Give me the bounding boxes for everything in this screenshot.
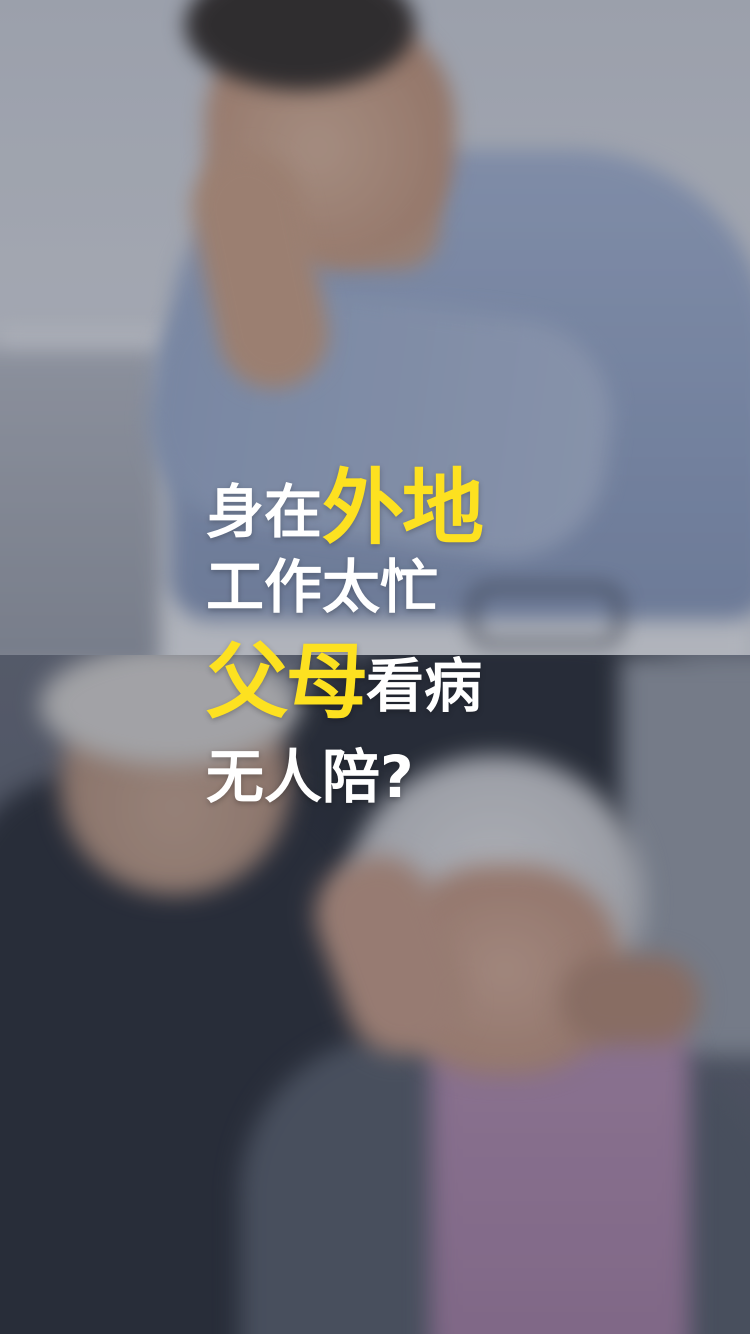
photo-laptop (0, 350, 160, 660)
photo-glasses (470, 585, 622, 647)
headline-line-2: 工作太忙 (206, 553, 439, 621)
headline-line-1-prefix: 身在 (206, 478, 323, 546)
headline-line-3-suffix: 看病 (366, 652, 483, 720)
headline-line-1: 身在外地 (206, 468, 646, 564)
headline: 身在外地 工作太忙 父母看病 无人陪? (206, 468, 646, 828)
photo-elderly-couple (0, 655, 750, 1334)
photo-elderly-man-hair (40, 655, 300, 765)
photo-elderly-man-hand (560, 955, 700, 1045)
headline-line-1-highlight: 外地 (322, 461, 484, 556)
headline-line-3-highlight: 父母 (206, 635, 368, 730)
photo-stressed-man-at-desk (0, 0, 750, 660)
headline-line-3: 父母看病 (206, 642, 646, 748)
headline-line-4: 无人陪? (206, 743, 414, 811)
